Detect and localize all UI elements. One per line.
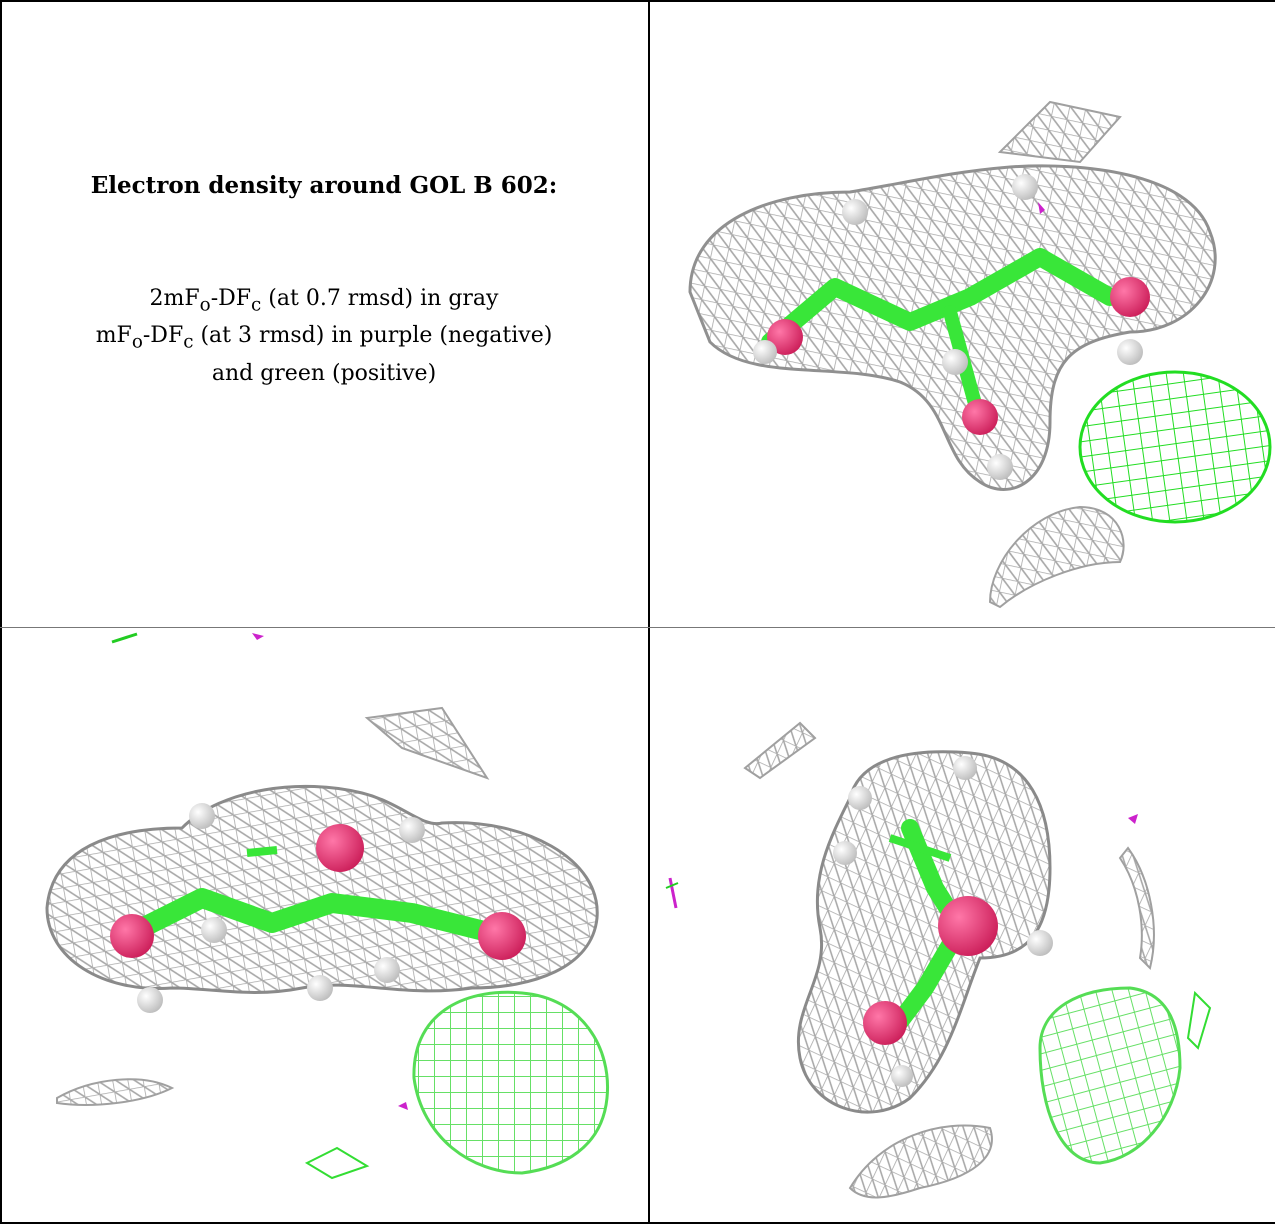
- bottom-border: [0, 1222, 1275, 1224]
- green-density-mesh: [1038, 986, 1212, 1165]
- gray-density-mesh: [743, 721, 1155, 1199]
- middle-divider: [648, 0, 650, 1224]
- top-border: [0, 0, 1275, 2]
- glycerol-model: [753, 174, 1150, 480]
- left-border: [0, 0, 2, 1224]
- density-view-2: [2, 628, 648, 1222]
- negative-density-blobs: [665, 814, 1138, 909]
- density-view-3: [650, 628, 1275, 1222]
- legend-cell: Electron density around GOL B 602: 2mFo-…: [0, 0, 648, 628]
- legend-line-fofc: mFo-DFc (at 3 rmsd) in purple (negative): [95, 323, 553, 353]
- gray-density-mesh: [45, 706, 599, 1106]
- glycerol-model: [833, 756, 1053, 1087]
- legend-title: Electron density around GOL B 602:: [90, 172, 558, 199]
- glycerol-model: [110, 803, 526, 1013]
- row-divider: [0, 627, 1275, 628]
- legend-line-2fofc: 2mFo-DFc (at 0.7 rmsd) in gray: [149, 286, 499, 316]
- legend-description: 2mFo-DFc (at 0.7 rmsd) in gray mFo-DFc (…: [0, 283, 648, 389]
- negative-density-blob: [1038, 202, 1045, 214]
- green-density-mesh: [1078, 370, 1272, 524]
- negative-density-blobs: [111, 632, 408, 1110]
- density-view-1: [650, 2, 1275, 627]
- legend-line-colors: and green (positive): [211, 360, 437, 386]
- green-density-mesh: [304, 990, 610, 1180]
